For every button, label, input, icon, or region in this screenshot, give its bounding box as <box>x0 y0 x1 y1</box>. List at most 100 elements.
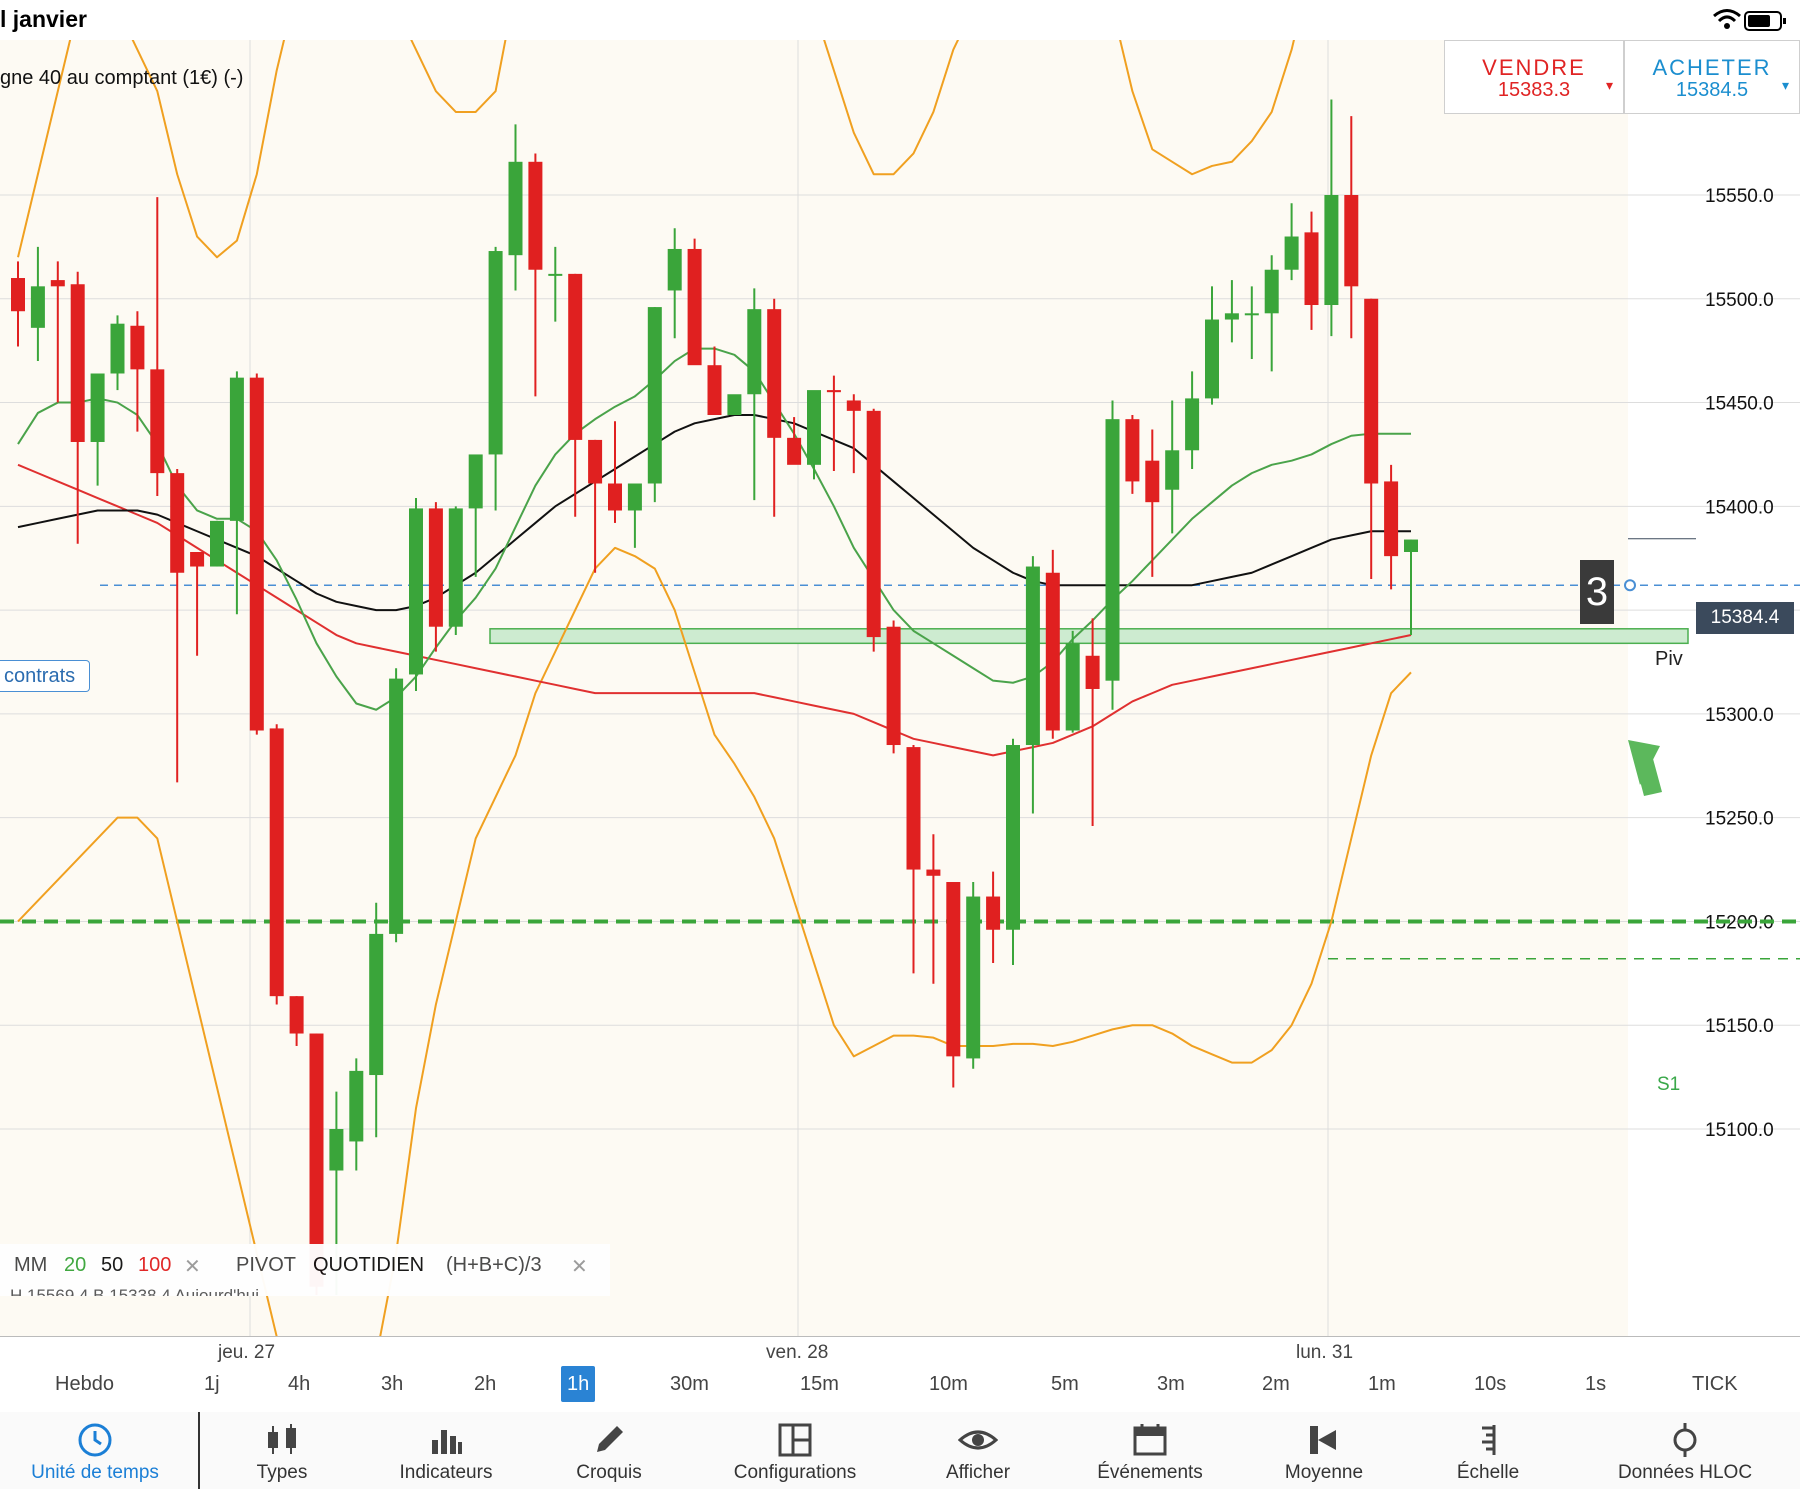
price-chart[interactable]: 15550.015500.015450.015400.015350.015300… <box>0 40 1800 1336</box>
candle-body <box>229 377 244 521</box>
candle-body <box>986 896 1001 930</box>
timeframe-5m[interactable]: 5m <box>1051 1373 1079 1395</box>
toolbar-divider <box>198 1412 200 1489</box>
candle-body <box>1125 419 1140 482</box>
mm20-label: 20 <box>64 1254 87 1276</box>
toolbar-label: Échelle <box>1456 1462 1520 1483</box>
timeframe-2h[interactable]: 2h <box>474 1373 497 1395</box>
candle-body <box>548 273 563 276</box>
candle-body <box>1384 481 1399 557</box>
candle-body <box>389 678 404 934</box>
candle-body <box>90 373 105 442</box>
mm50-label: 50 <box>101 1254 124 1276</box>
candle-body <box>488 251 503 455</box>
toolbar-configurations[interactable]: Configurations <box>720 1412 870 1489</box>
buy-button[interactable]: ACHETER 15384.5 ▾ <box>1624 40 1800 114</box>
contracts-tag[interactable]: contrats <box>0 660 91 692</box>
candle-body <box>568 273 583 440</box>
timeframe-3m[interactable]: 3m <box>1157 1373 1185 1395</box>
sell-price: 15383.3 <box>1497 79 1571 101</box>
candle-body <box>1006 745 1020 930</box>
timeframe-hebdo[interactable]: Hebdo <box>55 1373 114 1395</box>
candle-body <box>727 394 742 416</box>
chart-plot-area <box>0 40 1628 1336</box>
y-tick-label: 15100.0 <box>1705 1120 1774 1141</box>
candle-body <box>50 280 65 287</box>
indicator-legend: MM 20 50 100 ✕ PIVOT QUOTIDIEN (H+B+C)/3… <box>0 1244 610 1296</box>
candle-body <box>468 454 483 509</box>
battery-icon <box>1744 11 1786 31</box>
pivot-marker <box>1624 579 1636 592</box>
candle-body <box>1065 643 1080 731</box>
candle-body <box>1045 572 1060 731</box>
eye-icon <box>958 1430 998 1450</box>
date-label: ven. 28 <box>766 1342 829 1363</box>
candles-icon <box>268 1424 296 1454</box>
candle-body <box>448 508 463 627</box>
timeframe-10m[interactable]: 10m <box>929 1373 968 1395</box>
candle-body <box>647 307 662 484</box>
date-label: jeu. 27 <box>218 1342 276 1363</box>
candle-body <box>70 284 85 442</box>
toolbar-display[interactable]: Afficher <box>918 1412 1038 1489</box>
timeframe-1s[interactable]: 1s <box>1585 1373 1607 1395</box>
candle-body <box>190 551 205 567</box>
y-tick-label: 15500.0 <box>1705 290 1774 311</box>
timeframe-tick[interactable]: TICK <box>1692 1373 1738 1395</box>
toolbar-label: Unité de temps <box>31 1462 159 1483</box>
calendar-icon <box>1133 1424 1167 1456</box>
candle-body <box>1264 269 1279 314</box>
remove-pivot-icon[interactable]: ✕ <box>571 1256 588 1278</box>
toolbar-indicators[interactable]: Indicateurs <box>386 1412 506 1489</box>
timeframe-15m[interactable]: 15m <box>800 1373 839 1395</box>
buy-dropdown-icon[interactable]: ▾ <box>1781 77 1789 93</box>
candle-body <box>309 1033 324 1287</box>
candle-body <box>110 323 125 374</box>
toolbar-label: Événements <box>1097 1462 1203 1483</box>
candle-body <box>1404 539 1418 552</box>
candle-body <box>846 400 861 411</box>
candle-body <box>807 390 821 465</box>
candle-body <box>826 390 841 393</box>
candle-countdown: 3 <box>1580 560 1614 624</box>
candle-body <box>11 278 25 312</box>
scale-icon <box>1482 1425 1496 1455</box>
toolbar-timeframe[interactable]: Unité de temps <box>10 1412 180 1489</box>
toolbar-label: Croquis <box>576 1462 642 1483</box>
date-axis: jeu. 27 ven. 28 lun. 31 <box>0 1336 1800 1371</box>
support-arrow-icon <box>1628 740 1662 796</box>
toolbar-average[interactable]: Moyenne <box>1262 1412 1386 1489</box>
sell-dropdown-icon[interactable]: ▾ <box>1605 77 1613 93</box>
sell-button[interactable]: VENDRE 15383.3 ▾ <box>1444 40 1624 114</box>
timeframe-4h[interactable]: 4h <box>288 1373 311 1395</box>
candle-body <box>528 161 543 270</box>
timeframe-10s[interactable]: 10s <box>1474 1373 1507 1395</box>
toolbar-types[interactable]: Types <box>222 1412 342 1489</box>
toolbar-scale[interactable]: Échelle <box>1428 1412 1548 1489</box>
candle-body <box>608 483 622 511</box>
toolbar-events[interactable]: Événements <box>1080 1412 1220 1489</box>
candle-body <box>409 508 423 675</box>
candle-body <box>707 365 722 416</box>
timeframe-1h[interactable]: 1h <box>561 1366 596 1402</box>
timeframe-2m[interactable]: 2m <box>1262 1373 1290 1395</box>
candle-body <box>249 377 264 731</box>
timeframe-1j[interactable]: 1j <box>204 1373 220 1395</box>
remove-mm-icon[interactable]: ✕ <box>184 1256 201 1278</box>
bottom-toolbar: Unité de temps Types Indicateurs Croquis… <box>0 1412 1800 1489</box>
chart-area[interactable]: 15550.015500.015450.015400.015350.015300… <box>0 40 1800 1336</box>
timeframe-3h[interactable]: 3h <box>381 1373 404 1395</box>
timeframe-30m[interactable]: 30m <box>670 1373 709 1395</box>
toolbar-sketch[interactable]: Croquis <box>549 1412 669 1489</box>
candle-body <box>130 325 145 370</box>
candle-body <box>30 286 45 328</box>
candle-body <box>1224 313 1239 320</box>
candle-body <box>1145 460 1160 503</box>
timeframe-1m[interactable]: 1m <box>1368 1373 1396 1395</box>
sell-label: VENDRE <box>1482 55 1586 80</box>
toolbar-hloc-data[interactable]: Données HLOC <box>1600 1412 1770 1489</box>
legend-subline: H 15569.4 B 15338.4 Aujourd'hui <box>10 1286 259 1296</box>
bollinger-lower-line <box>17 546 1412 1336</box>
toolbar-label: Afficher <box>945 1462 1011 1483</box>
toolbar-label: Types <box>256 1462 308 1483</box>
